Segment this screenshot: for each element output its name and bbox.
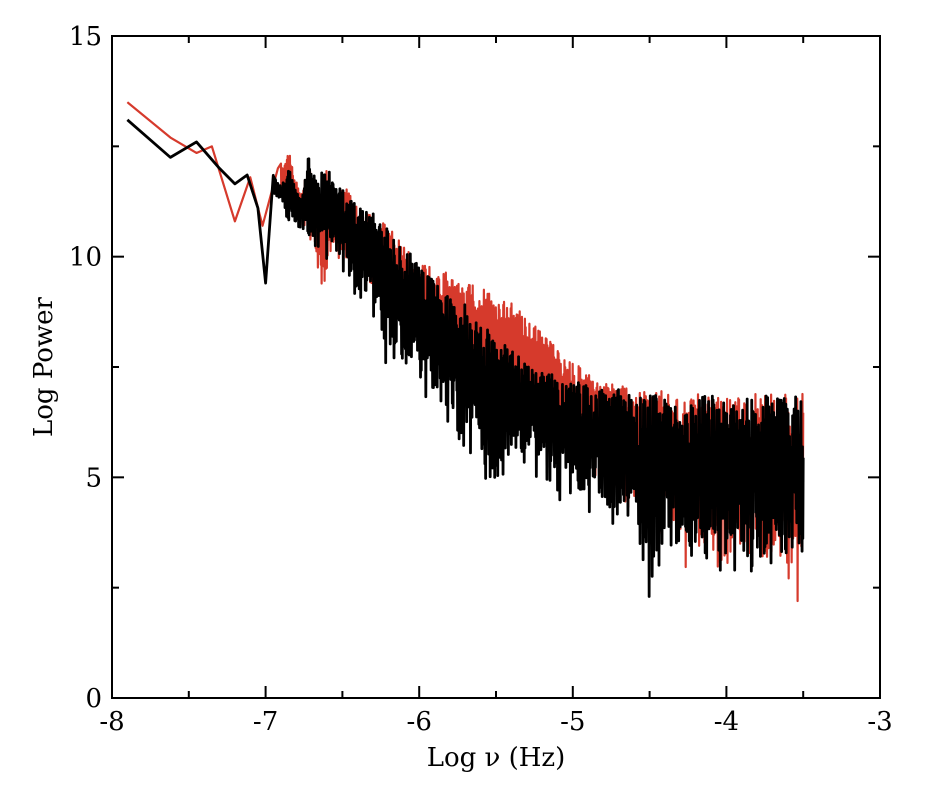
x-tick-label: -6 — [407, 707, 432, 737]
x-tick-label: -4 — [714, 707, 739, 737]
y-tick-label: 5 — [85, 463, 102, 493]
x-axis-title: Log ν (Hz) — [427, 743, 566, 773]
y-tick-label: 10 — [69, 243, 102, 273]
plot-series-layer — [126, 101, 805, 603]
series-line-black — [126, 118, 805, 598]
x-tick-label: -8 — [99, 707, 124, 737]
x-tick-label: -3 — [867, 707, 892, 737]
y-tick-label: 15 — [69, 22, 102, 52]
x-tick-label: -5 — [560, 707, 585, 737]
x-tick-label: -7 — [253, 707, 278, 737]
y-axis-title: Log Power — [29, 296, 59, 437]
y-tick-label: 0 — [85, 684, 102, 714]
axis-tick-labels: -8 -7 -6 -5 -4 -3 0 5 10 15 — [69, 22, 893, 737]
axis-ticks — [111, 35, 881, 699]
